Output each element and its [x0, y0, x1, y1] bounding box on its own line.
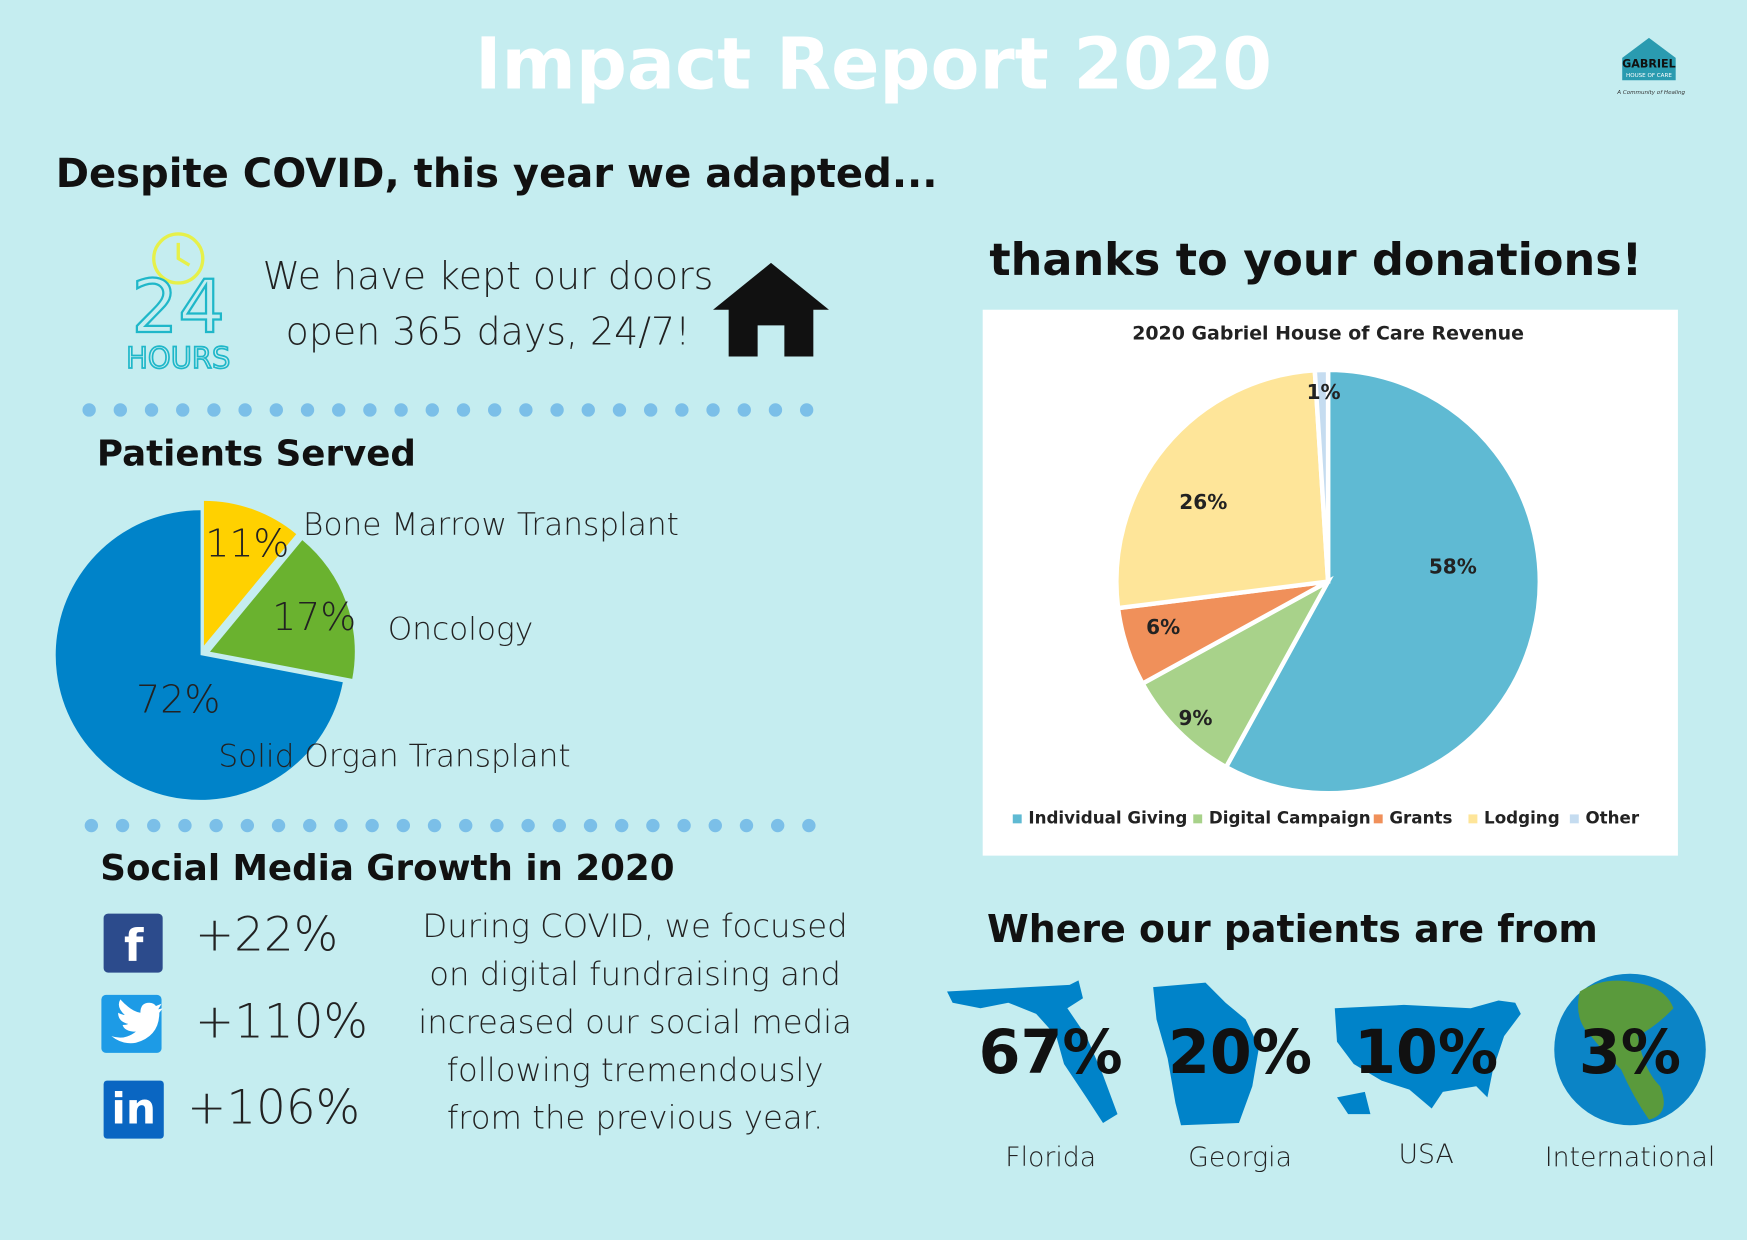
charts: 11% Bone Marrow Transplant 17% Oncology 72% S… — [55, 367, 1640, 827]
slice-label: 72% — [136, 677, 220, 721]
legend-label: Other — [1585, 807, 1639, 827]
social-heading: Social Media Growth in 2020 — [100, 848, 674, 889]
social-text-line: following tremendously — [447, 1051, 824, 1089]
linkedin-icon — [103, 1080, 164, 1139]
clock-hands — [176, 242, 191, 267]
social-text-line: During COVID, we focused — [422, 907, 847, 945]
legend-swatch — [1193, 814, 1203, 824]
hours-number: 24 — [131, 265, 225, 350]
donations-heading: thanks to your donations! — [989, 234, 1642, 286]
legend-swatch — [1468, 814, 1478, 824]
logo-tagline: A Community of Healing — [1616, 90, 1685, 96]
category-label: Solid Organ Transplant — [218, 739, 570, 775]
pie-slice — [1223, 367, 1542, 796]
logo-name: GABRIEL — [1622, 58, 1676, 71]
linkedin-glyph: in — [111, 1084, 156, 1133]
slice-label: 6% — [1146, 615, 1180, 639]
origin-percent: 10% — [1354, 1018, 1498, 1088]
legend-label: Lodging — [1484, 807, 1560, 827]
facebook-icon — [103, 913, 163, 973]
origins-heading: Where our patients are from — [987, 907, 1598, 951]
slice-label: 17% — [272, 595, 356, 639]
intro-text: We have kept our doors — [263, 254, 714, 298]
pie-slice — [55, 510, 343, 800]
slice-label: 1% — [1307, 380, 1341, 404]
pie-slice — [209, 540, 355, 679]
origin-percent: 20% — [1168, 1018, 1312, 1088]
intro-heading: Despite COVID, this year we adapted... — [56, 151, 938, 197]
clock — [152, 232, 205, 285]
intro-text: open 365 days, 24/7! — [286, 310, 691, 354]
page-title: Impact Report 2020 — [475, 23, 1272, 106]
maps — [947, 973, 1706, 1126]
georgia-shape — [1153, 982, 1259, 1126]
origin-percent: 3% — [1579, 1018, 1681, 1088]
legend-label: Grants — [1389, 807, 1452, 827]
growth-value: +106% — [187, 1081, 360, 1135]
legend-swatch — [1012, 814, 1022, 824]
legend-swatch — [1569, 814, 1579, 824]
growth-value: +22% — [195, 909, 338, 963]
legend-swatch — [1373, 814, 1383, 824]
pie-slice — [1312, 367, 1331, 582]
origin-label: International — [1545, 1142, 1716, 1173]
social-text-line: increased our social media — [418, 1003, 852, 1041]
legend-label: Digital Campaign — [1209, 807, 1371, 827]
origins: 67% Florida 20% Georgia 10% USA 3% Internationa… — [979, 1018, 1716, 1173]
legend-label: Individual Giving — [1028, 807, 1187, 827]
origin-percent: 67% — [979, 1018, 1123, 1088]
logo-house — [1622, 37, 1676, 81]
social-text-line: on digital fundraising and — [429, 955, 841, 993]
hours-icon: 24 HOURS — [125, 232, 231, 376]
chart-title: 2020 Gabriel House of Care Revenue — [1132, 323, 1524, 345]
facebook-glyph: f — [124, 920, 144, 972]
logo: GABRIEL HOUSE OF CARE A Community of Hea… — [1616, 37, 1686, 96]
florida-shape — [947, 980, 1118, 1124]
social-text-line: from the previous year. — [447, 1099, 823, 1137]
pie-slice — [203, 500, 297, 646]
slice-label: 11% — [205, 521, 289, 565]
growth-value: +110% — [195, 995, 368, 1049]
slice-label: 9% — [1178, 706, 1212, 730]
chart-title: Patients Served — [97, 434, 416, 475]
category-label: Bone Marrow Transplant — [303, 507, 679, 543]
social-text: During COVID, we focused on digital fundr… — [418, 907, 852, 1137]
social-icons: f in — [101, 913, 164, 1139]
pie-slice — [1114, 367, 1331, 611]
origin-label: Florida — [1005, 1142, 1096, 1173]
origin-label: Georgia — [1188, 1142, 1292, 1173]
hours-label: HOURS — [126, 341, 230, 375]
continents — [1578, 980, 1674, 1120]
slice-label: 26% — [1179, 490, 1227, 514]
usa-shape — [1334, 1000, 1521, 1115]
pie-slice — [1139, 575, 1334, 771]
slice-label: 58% — [1429, 555, 1477, 579]
origin-label: USA — [1398, 1139, 1453, 1170]
category-label: Oncology — [388, 612, 533, 648]
twitter-bird — [111, 999, 163, 1044]
logo-sub: HOUSE OF CARE — [1626, 73, 1672, 79]
